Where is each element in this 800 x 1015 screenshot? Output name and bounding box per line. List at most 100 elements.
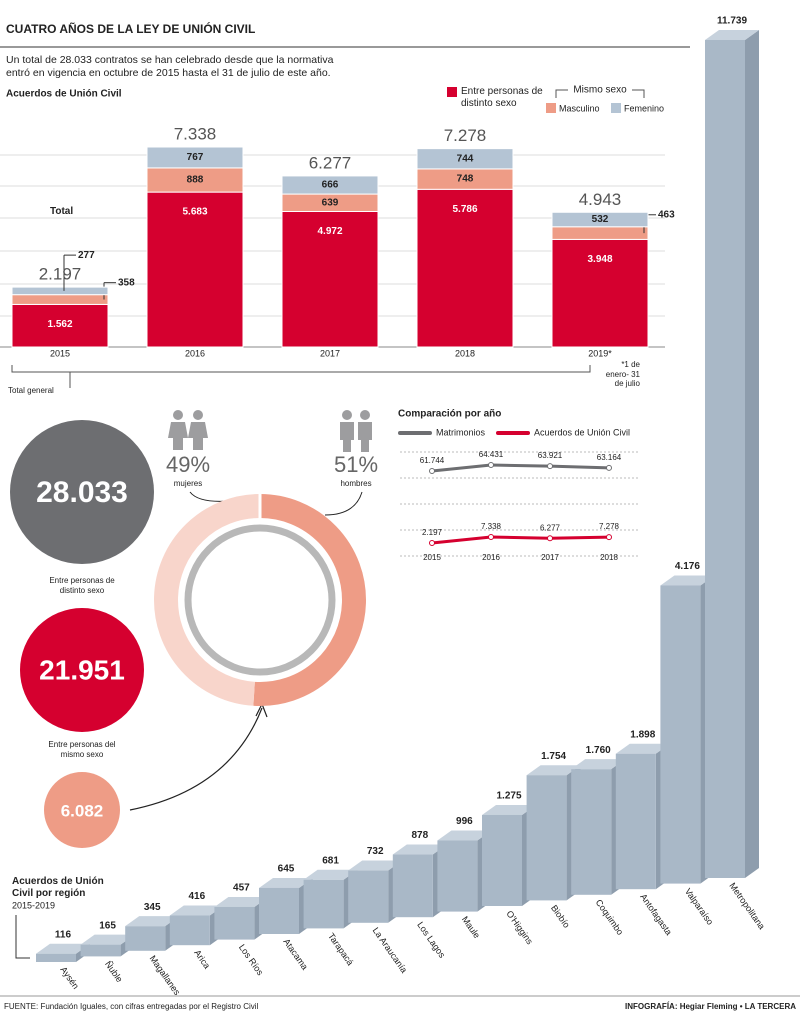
data-label: 1.754 (541, 751, 566, 762)
data-label: 878 (411, 830, 428, 841)
data-label: 63.921 (538, 451, 563, 460)
bar-segment (146, 146, 244, 169)
bar-top (125, 916, 180, 927)
data-label: 63.164 (597, 453, 622, 462)
credit: INFOGRAFÍA: Hegiar Fleming • LA TERCERA (625, 1002, 796, 1011)
bar-front (125, 926, 166, 951)
line (431, 535, 610, 545)
chart-title: Acuerdos de Unión Civil (6, 89, 122, 100)
bar-front (705, 40, 745, 878)
footnote: *1 de enero- 31 de julio (605, 360, 640, 389)
arrow (129, 707, 263, 811)
figure-value: 28.033 (36, 476, 128, 509)
pointer (15, 915, 30, 959)
bar-front (303, 879, 344, 929)
percent-label: 51% (334, 452, 378, 477)
legend-label: Matrimonios (436, 427, 486, 437)
bar-top (303, 869, 358, 880)
x-tick-label: 2017 (320, 348, 340, 358)
x-tick-label: Los Lagos (415, 920, 447, 960)
x-tick-label: 2015 (50, 348, 70, 358)
icon-women (168, 410, 208, 450)
legend-label: Entre personas de distinto sexo (461, 86, 543, 109)
bar-front (392, 854, 433, 918)
x-tick-label: 2018 (455, 348, 475, 358)
point (429, 540, 435, 546)
connector (324, 491, 363, 516)
percent-label: 49% (166, 452, 210, 477)
bar-segment (551, 211, 649, 228)
data-label: 457 (233, 883, 250, 894)
bar-top (169, 905, 224, 916)
bar-segment (416, 188, 514, 348)
legend-group: Mismo sexo (573, 85, 627, 96)
figure-value: 21.951 (39, 654, 125, 685)
x-tick-label: Valparaíso (683, 886, 715, 926)
bar-front (615, 753, 656, 890)
bar-segment (11, 303, 109, 348)
data-label: 532 (592, 214, 609, 225)
bar-top (482, 804, 536, 815)
total-caption: Total (50, 206, 73, 217)
bar-segment (146, 167, 244, 193)
data-label: 416 (188, 891, 205, 902)
total-label: 7.278 (444, 126, 487, 145)
chart-title: Comparación por año (398, 409, 501, 420)
bracket (11, 365, 591, 388)
bar-front (36, 953, 76, 962)
figure-circle (20, 608, 144, 732)
x-tick-label: Arica (192, 948, 212, 971)
data-label: 888 (187, 175, 204, 186)
point (606, 534, 612, 541)
x-tick-label: Ñuble (103, 959, 125, 984)
source: FUENTE: Fundación Iguales, con cifras en… (4, 1002, 259, 1011)
bar-side (745, 30, 759, 878)
bar-front (169, 915, 210, 946)
bar-segment (551, 226, 649, 240)
bar-3d (348, 860, 403, 923)
point (547, 535, 553, 542)
legend-label: Masculino (559, 103, 600, 113)
intro: Un total de 28.033 contratos se han cele… (6, 54, 334, 79)
data-label: 732 (367, 846, 384, 857)
bar-top (660, 575, 715, 586)
data-label: 666 (322, 180, 339, 191)
data-label: 639 (322, 197, 339, 208)
data-label: 1.562 (47, 319, 72, 330)
category-label: mujeres (174, 479, 202, 488)
x-tick-label: 2016 (185, 348, 205, 358)
figure-circle (44, 772, 120, 848)
bar-top (526, 765, 581, 776)
x-tick-label: 2017 (541, 553, 559, 562)
x-tick-label: Antofagasta (638, 892, 674, 937)
data-label: 996 (456, 816, 473, 827)
x-tick-label: Coquimbo (594, 898, 626, 937)
bar-segment (11, 294, 109, 305)
data-label: 11.739 (717, 16, 747, 27)
data-label: 748 (457, 174, 474, 185)
total-label: 6.277 (309, 153, 352, 172)
point (606, 464, 612, 471)
x-tick-label: 2015 (423, 553, 441, 562)
x-tick-label: Maule (460, 914, 482, 940)
bar-segment (281, 210, 379, 348)
bar-front (482, 814, 522, 906)
x-tick-label: 2018 (600, 553, 618, 562)
data-label: 7.278 (599, 522, 620, 531)
bar-top (437, 830, 492, 841)
data-label: 116 (55, 929, 72, 940)
chart-title: Acuerdos de Unión Civil por región (12, 876, 104, 899)
bar-segment (551, 238, 649, 348)
data-label: 1.275 (496, 791, 521, 802)
legend-swatch (447, 87, 457, 97)
total-label: 7.338 (174, 124, 217, 143)
bar-segment (416, 148, 514, 170)
data-label: 681 (322, 855, 339, 866)
bar-front (348, 870, 389, 923)
icon-men (340, 410, 372, 452)
data-label: 358 (118, 277, 135, 288)
x-tick-label: Aysén (58, 965, 80, 991)
point (547, 463, 553, 470)
bar-front (80, 944, 121, 957)
